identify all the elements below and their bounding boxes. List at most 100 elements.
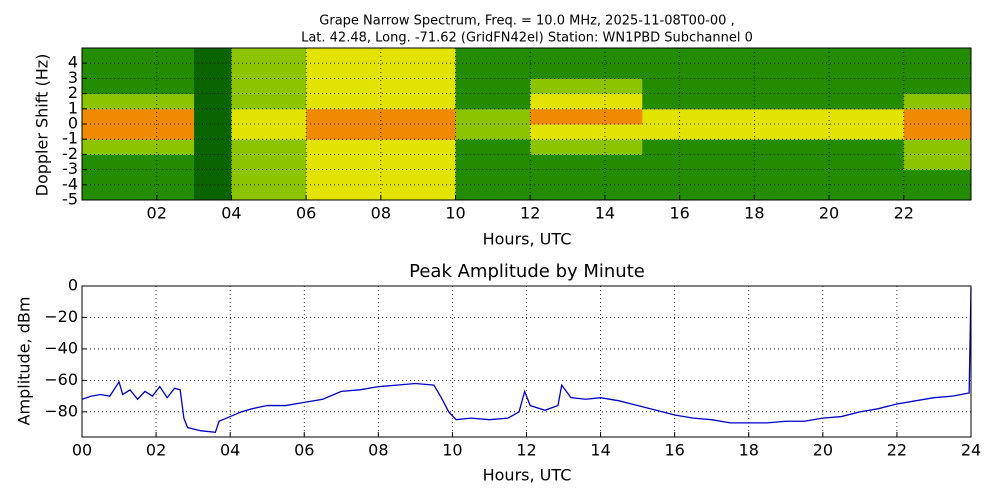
heat-cell	[829, 63, 867, 79]
heat-cell	[866, 48, 905, 64]
x-tick-label: 08	[368, 441, 388, 460]
heat-cell	[306, 139, 344, 155]
heat-cell	[119, 108, 158, 125]
heat-cell	[418, 93, 457, 110]
heat-cell	[754, 169, 793, 186]
heat-cell	[941, 139, 972, 155]
heat-cell	[791, 124, 830, 140]
heat-cell	[380, 63, 419, 79]
heat-cell	[418, 78, 457, 95]
heat-cell	[194, 48, 232, 64]
heat-cell	[866, 154, 905, 171]
heat-cell	[567, 93, 606, 110]
heat-cell	[194, 124, 232, 140]
heat-cell	[82, 63, 120, 79]
heat-cell	[903, 93, 942, 110]
heat-cell	[903, 154, 942, 171]
heat-cell	[679, 169, 718, 186]
heat-cell	[642, 78, 681, 95]
heat-cell	[418, 63, 457, 79]
heat-cell	[194, 169, 232, 186]
heat-cell	[866, 169, 905, 186]
heat-cell	[268, 63, 307, 79]
heat-cell	[455, 108, 494, 125]
heat-cell	[717, 139, 755, 155]
heat-cell	[418, 154, 457, 171]
heat-cell	[941, 78, 972, 95]
heat-cell	[380, 154, 419, 171]
heat-cell	[119, 63, 158, 79]
heat-cell	[754, 63, 793, 79]
heat-cell	[194, 108, 232, 125]
heat-cell	[903, 48, 942, 64]
x-tick-label: 12	[520, 204, 540, 223]
heat-cell	[679, 124, 718, 140]
heat-cell	[119, 124, 158, 140]
x-tick-label: 22	[887, 441, 907, 460]
heat-cell	[455, 139, 494, 155]
y-tick-label: -4	[62, 174, 78, 193]
heat-cell	[156, 93, 195, 110]
x-tick-label: 06	[296, 204, 316, 223]
heat-cell	[455, 124, 494, 140]
x-tick-label: 02	[146, 441, 166, 460]
heat-cell	[455, 184, 494, 201]
heat-cell	[679, 184, 718, 201]
x-tick-label: 10	[442, 441, 462, 460]
heat-cell	[604, 184, 643, 201]
heat-cell	[82, 48, 120, 64]
heat-cell	[567, 169, 606, 186]
heat-cell	[231, 63, 270, 79]
heat-cell	[717, 184, 755, 201]
y-tick-label: −60	[44, 370, 78, 389]
heat-cell	[380, 93, 419, 110]
heat-cell	[642, 169, 681, 186]
heat-cell	[455, 169, 494, 186]
heat-cell	[194, 184, 232, 201]
y-tick-label: −80	[44, 401, 78, 420]
plot-frame	[81, 285, 972, 438]
heat-cell	[380, 139, 419, 155]
heat-cell	[604, 139, 643, 155]
heat-cell	[941, 154, 972, 171]
heat-cell	[604, 108, 643, 125]
heat-cell	[343, 78, 382, 95]
heat-cell	[194, 93, 232, 110]
heat-cell	[941, 124, 972, 140]
heat-cell	[418, 184, 457, 201]
heat-cell	[717, 93, 755, 110]
heat-cell	[679, 63, 718, 79]
y-tick-label: -1	[62, 129, 78, 148]
y-tick-label: 1	[68, 98, 78, 117]
heat-cell	[380, 48, 419, 64]
heat-cell	[903, 139, 942, 155]
heat-cell	[866, 108, 905, 125]
heat-cell	[791, 139, 830, 155]
heat-cell	[156, 184, 195, 201]
x-tick-label: 18	[744, 204, 764, 223]
heat-cell	[156, 63, 195, 79]
heat-cell	[156, 108, 195, 125]
heat-cell	[679, 48, 718, 64]
x-tick-label: 08	[371, 204, 391, 223]
y-axis-label: Amplitude, dBm	[15, 297, 34, 426]
heat-cell	[306, 184, 344, 201]
heat-cell	[604, 93, 643, 110]
data-line	[81, 287, 972, 433]
x-tick-label: 20	[819, 204, 839, 223]
heat-cell	[156, 78, 195, 95]
chart-title: Grape Narrow Spectrum, Freq. = 10.0 MHz,…	[319, 14, 734, 29]
heat-cell	[119, 154, 158, 171]
heat-cell	[604, 154, 643, 171]
heat-cell	[492, 139, 531, 155]
heat-cell	[156, 169, 195, 186]
heat-cell	[268, 48, 307, 64]
x-tick-label: 12	[516, 441, 536, 460]
heat-cell	[791, 93, 830, 110]
x-tick-label: 14	[595, 204, 615, 223]
heat-cell	[717, 124, 755, 140]
heat-cell	[343, 63, 382, 79]
heat-cell	[829, 154, 867, 171]
heat-cell	[903, 169, 942, 186]
